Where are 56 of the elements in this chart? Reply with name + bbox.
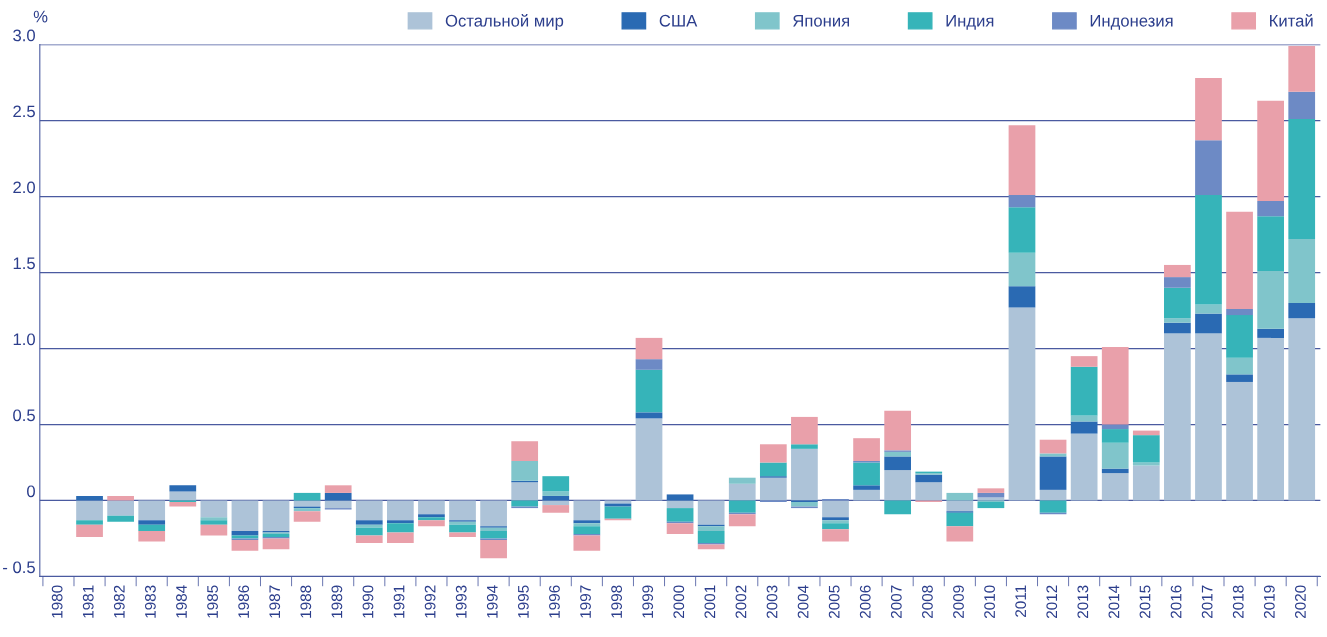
y-tick-label: 2.0 xyxy=(13,181,35,194)
x-tick-label: 1988 xyxy=(300,585,312,618)
x-tick-label: 1984 xyxy=(176,585,187,618)
y-tick-label: 3.0 xyxy=(13,29,35,42)
x-tick-label: 2008 xyxy=(922,585,933,619)
x-tick-label: 2001 xyxy=(704,585,716,619)
x-tick-label: 1985 xyxy=(207,585,218,618)
legend-label: США xyxy=(659,14,698,27)
x-tick-label: 1994 xyxy=(486,585,498,618)
y-tick-label: 0.5 xyxy=(13,409,35,422)
x-tick-label: 2012 xyxy=(1046,585,1058,619)
y-tick-label: 1.5 xyxy=(13,257,35,270)
x-tick-label: 2006 xyxy=(859,585,871,619)
x-tick-label: 2017 xyxy=(1201,585,1213,619)
x-tick-label: 1982 xyxy=(113,585,125,618)
x-tick-label: 2016 xyxy=(1170,585,1182,619)
x-tick-label: 1980 xyxy=(51,585,63,618)
x-tick-label: 2000 xyxy=(673,585,685,619)
x-tick-label: 2015 xyxy=(1139,585,1151,619)
legend-label: Индия xyxy=(946,15,994,30)
x-tick-label: 1997 xyxy=(580,585,591,618)
y-axis-title: % xyxy=(33,10,48,23)
x-tick-label: 2018 xyxy=(1232,585,1244,619)
x-tick-label: 2007 xyxy=(890,585,902,619)
x-tick-label: 2002 xyxy=(735,585,747,619)
legend-label: Индонезия xyxy=(1090,15,1173,30)
x-tick-label: 1999 xyxy=(642,585,654,618)
legend-label: Китай xyxy=(1270,14,1313,27)
x-tick-label: 2011 xyxy=(1015,585,1027,617)
x-tick-label: 1981 xyxy=(82,585,94,618)
y-tick-label: - 0.5 xyxy=(3,561,35,574)
legend-label: Япония xyxy=(793,15,850,27)
x-tick-label: 1998 xyxy=(611,585,623,618)
x-tick-label: 1987 xyxy=(269,585,281,618)
x-tick-label: 2013 xyxy=(1077,585,1089,619)
legend-label: Остальной мир xyxy=(445,14,564,30)
x-tick-label: 2019 xyxy=(1263,585,1275,619)
x-tick-label: 2005 xyxy=(828,585,840,619)
x-tick-label: 1986 xyxy=(238,585,250,618)
x-tick-label: 2003 xyxy=(766,585,778,619)
x-tick-label: 1992 xyxy=(424,585,436,618)
x-tick-label: 1995 xyxy=(517,585,529,618)
x-tick-label: 2014 xyxy=(1108,585,1120,619)
x-tick-label: 2020 xyxy=(1295,585,1306,619)
x-tick-label: 2009 xyxy=(953,585,964,619)
x-tick-label: 1989 xyxy=(331,585,343,618)
x-tick-label: 2010 xyxy=(984,585,995,619)
x-tick-label: 2004 xyxy=(797,585,809,619)
y-tick-label: 0 xyxy=(27,485,35,498)
x-tick-label: 1983 xyxy=(144,585,156,618)
y-tick-label: 1.0 xyxy=(13,333,35,346)
x-tick-label: 1991 xyxy=(393,585,405,618)
x-tick-label: 1996 xyxy=(549,585,560,618)
x-tick-label: 1990 xyxy=(362,585,374,618)
y-tick-label: 2.5 xyxy=(13,105,35,118)
x-tick-label: 1993 xyxy=(455,585,467,618)
